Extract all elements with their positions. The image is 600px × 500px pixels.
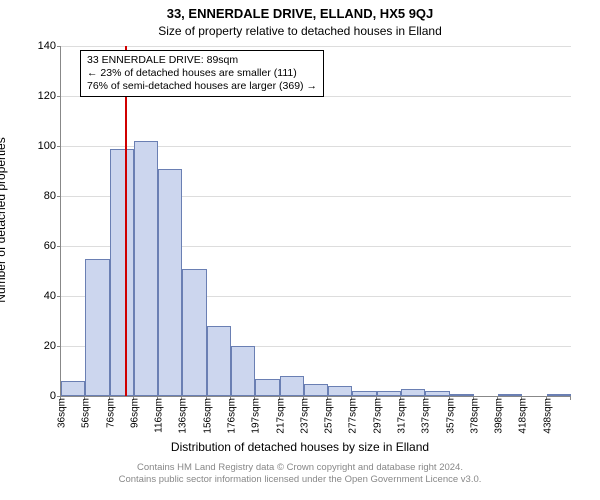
xtick-label: 317sqm: [397, 398, 408, 434]
y-axis-label: Number of detached properties: [0, 137, 8, 302]
ytick-label: 40: [26, 290, 56, 302]
histogram-bar: [425, 391, 449, 396]
ytick-label: 140: [26, 40, 56, 52]
histogram-bar: [61, 381, 85, 396]
histogram-bar: [328, 386, 352, 396]
histogram-bar: [304, 384, 328, 397]
ytick-mark: [57, 346, 61, 347]
xtick-label: 438sqm: [542, 398, 553, 434]
xtick-label: 56sqm: [81, 398, 92, 428]
info-box: 33 ENNERDALE DRIVE: 89sqm← 23% of detach…: [80, 50, 324, 97]
ytick-label: 60: [26, 240, 56, 252]
xtick-label: 156sqm: [202, 398, 213, 434]
xtick-label: 96sqm: [129, 398, 140, 428]
xtick-label: 217sqm: [275, 398, 286, 434]
histogram-bar: [231, 346, 255, 396]
ytick-label: 20: [26, 340, 56, 352]
ytick-label: 120: [26, 90, 56, 102]
grid-line: [61, 46, 571, 47]
xtick-label: 257sqm: [324, 398, 335, 434]
info-line: 33 ENNERDALE DRIVE: 89sqm: [87, 54, 317, 67]
histogram-bar: [158, 169, 182, 397]
xtick-label: 136sqm: [178, 398, 189, 434]
ytick-mark: [57, 196, 61, 197]
histogram-bar: [255, 379, 279, 397]
xtick-label: 418sqm: [518, 398, 529, 434]
info-line: 76% of semi-detached houses are larger (…: [87, 80, 317, 93]
xtick-label: 398sqm: [494, 398, 505, 434]
xtick-label: 116sqm: [154, 398, 165, 433]
xtick-label: 76sqm: [105, 398, 116, 428]
x-axis-label: Distribution of detached houses by size …: [0, 440, 600, 454]
plot-area: [60, 46, 571, 397]
xtick-label: 277sqm: [348, 398, 359, 434]
xtick-label: 36sqm: [57, 398, 68, 428]
xtick-label: 197sqm: [251, 398, 262, 434]
histogram-bar: [547, 394, 571, 397]
histogram-bar: [280, 376, 304, 396]
histogram-bar: [450, 394, 474, 397]
chart-container: 33, ENNERDALE DRIVE, ELLAND, HX5 9QJ Siz…: [0, 0, 600, 500]
histogram-bar: [182, 269, 206, 397]
chart-subtitle: Size of property relative to detached ho…: [0, 24, 600, 38]
footer-line1: Contains HM Land Registry data © Crown c…: [137, 462, 463, 473]
ytick-mark: [57, 296, 61, 297]
xtick-mark: [570, 396, 571, 400]
histogram-bar: [134, 141, 158, 396]
footer-attribution: Contains HM Land Registry data © Crown c…: [0, 462, 600, 486]
ytick-mark: [57, 46, 61, 47]
xtick-label: 297sqm: [372, 398, 383, 434]
xtick-label: 357sqm: [445, 398, 456, 434]
xtick-label: 337sqm: [421, 398, 432, 434]
info-line: ← 23% of detached houses are smaller (11…: [87, 67, 317, 80]
histogram-bar: [207, 326, 231, 396]
histogram-bar: [401, 389, 425, 397]
ytick-label: 0: [26, 390, 56, 402]
histogram-bar: [498, 394, 522, 397]
ytick-mark: [57, 146, 61, 147]
ytick-mark: [57, 246, 61, 247]
footer-line2: Contains public sector information licen…: [119, 474, 482, 485]
histogram-bar: [110, 149, 134, 397]
xtick-label: 176sqm: [227, 398, 238, 434]
marker-line: [125, 46, 127, 396]
ytick-label: 100: [26, 140, 56, 152]
histogram-bar: [85, 259, 109, 397]
ytick-mark: [57, 96, 61, 97]
ytick-label: 80: [26, 190, 56, 202]
chart-title: 33, ENNERDALE DRIVE, ELLAND, HX5 9QJ: [0, 6, 600, 21]
xtick-label: 237sqm: [299, 398, 310, 434]
histogram-bar: [352, 391, 376, 396]
histogram-bar: [377, 391, 401, 396]
xtick-label: 378sqm: [469, 398, 480, 434]
